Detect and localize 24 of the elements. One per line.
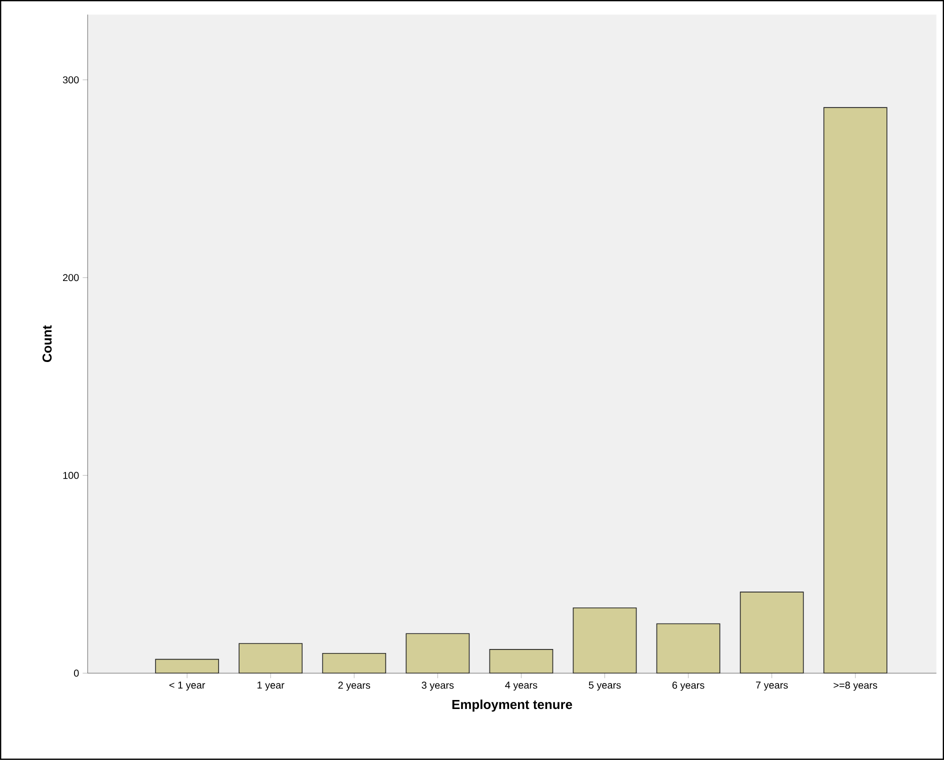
y-tick-label: 300 xyxy=(62,76,79,84)
x-tick-label: 5 years xyxy=(588,682,621,691)
bar xyxy=(238,643,303,674)
x-tick-label: 2 years xyxy=(338,682,370,691)
x-axis-title: Employment tenure xyxy=(452,700,572,712)
x-tick-label: 7 years xyxy=(756,682,788,691)
x-tick-label: >=8 years xyxy=(834,682,878,691)
x-tick-label: 3 years xyxy=(422,682,454,691)
x-tick-label: 6 years xyxy=(672,682,704,691)
bar xyxy=(155,658,220,674)
y-tick-label: 100 xyxy=(63,472,79,479)
bar xyxy=(572,608,637,674)
y-axis-title: Count xyxy=(42,325,52,362)
bar xyxy=(406,633,470,674)
bar xyxy=(489,649,554,674)
x-tick-label: 1 year xyxy=(258,682,284,691)
x-tick-label: 4 years xyxy=(505,682,538,691)
bar xyxy=(740,592,804,674)
bar xyxy=(823,107,888,674)
bar xyxy=(656,623,720,674)
x-tick-label: < 1 year xyxy=(169,682,206,691)
y-tick-label: 200 xyxy=(63,274,79,282)
bar xyxy=(322,653,386,674)
y-tick-label: 0 xyxy=(74,670,79,677)
